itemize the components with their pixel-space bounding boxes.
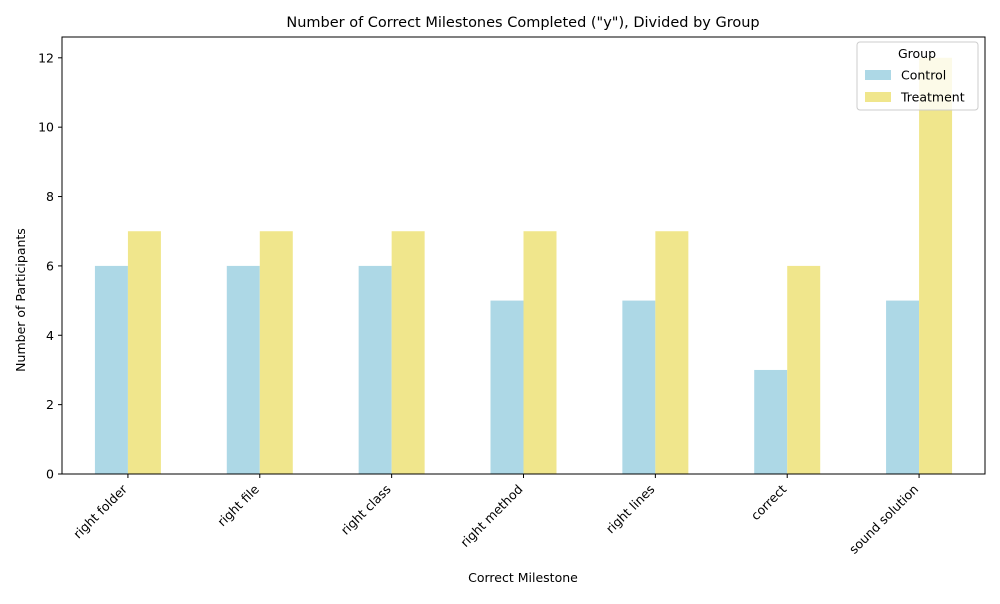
x-axis-label: Correct Milestone bbox=[468, 570, 578, 585]
legend-swatch-treatment bbox=[865, 92, 891, 102]
plot-area: 0 2 4 6 8 10 12 right folder right file right cla… bbox=[38, 36, 986, 557]
bar-control-1 bbox=[226, 265, 260, 474]
bar-treatment-1 bbox=[259, 231, 293, 474]
legend-swatch-control bbox=[865, 70, 891, 80]
x-tick-label: right file bbox=[214, 481, 262, 529]
y-tick-label: 0 bbox=[46, 467, 54, 482]
x-tick-label: sound solution bbox=[846, 482, 921, 557]
bar-control-6 bbox=[886, 300, 920, 474]
legend: Group Control Treatment bbox=[856, 41, 979, 111]
bar-treatment-5 bbox=[787, 265, 821, 474]
y-tick-label: 6 bbox=[46, 258, 54, 273]
y-axis-label: Number of Participants bbox=[13, 228, 28, 372]
bar-control-3 bbox=[490, 300, 524, 474]
bar-treatment-4 bbox=[655, 231, 689, 474]
x-tick-label: right class bbox=[338, 482, 394, 538]
bar-control-4 bbox=[622, 300, 656, 474]
y-tick-label: 4 bbox=[46, 328, 54, 343]
chart-title: Number of Correct Milestones Completed (… bbox=[286, 15, 759, 31]
y-tick-label: 2 bbox=[46, 397, 54, 412]
bar-control-2 bbox=[358, 265, 392, 474]
legend-items: Control Treatment bbox=[865, 68, 965, 105]
y-tick-label: 8 bbox=[46, 189, 54, 204]
bar-treatment-0 bbox=[127, 231, 161, 474]
y-tick-label: 12 bbox=[38, 50, 54, 65]
y-tick-label: 10 bbox=[38, 120, 54, 135]
x-tick-label: right folder bbox=[70, 481, 130, 541]
bar-control-5 bbox=[754, 369, 788, 474]
legend-title: Group bbox=[898, 46, 936, 61]
bar-control-0 bbox=[94, 265, 128, 474]
x-tick-label: correct bbox=[748, 481, 790, 523]
x-tick-label: right lines bbox=[603, 482, 658, 537]
bar-treatment-6 bbox=[919, 57, 953, 475]
x-tick-label: right method bbox=[457, 482, 525, 550]
legend-label-control: Control bbox=[901, 68, 946, 83]
bar-treatment-2 bbox=[391, 231, 425, 474]
bar-treatment-3 bbox=[523, 231, 557, 474]
legend-label-treatment: Treatment bbox=[900, 90, 965, 105]
